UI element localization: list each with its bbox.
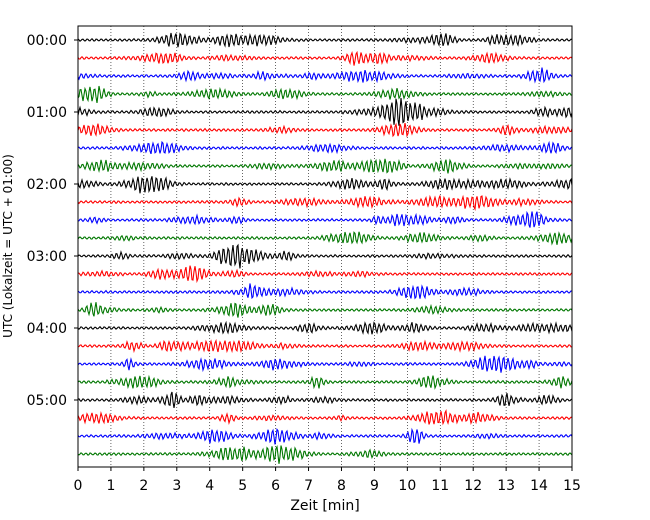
trace-0000 xyxy=(77,32,573,48)
x-tick-label: 13 xyxy=(497,478,515,494)
x-tick-label: 4 xyxy=(205,478,214,494)
x-tick-label: 9 xyxy=(370,478,379,494)
x-tick-label: 0 xyxy=(74,478,83,494)
x-tick-label: 2 xyxy=(139,478,148,494)
x-tick-label: 1 xyxy=(106,478,115,494)
y-tick-label: 00:00 xyxy=(27,33,67,49)
trace-0200 xyxy=(77,176,573,194)
y-tick-label: 02:00 xyxy=(27,177,67,193)
y-axis: 00:00 01:00 02:00 03:00 04:00 05:00 xyxy=(27,33,78,409)
y-axis-label: UTC (Lokalzeit = UTC + 01:00) xyxy=(1,154,15,338)
trace-0400 xyxy=(77,320,573,336)
trace-0045 xyxy=(77,85,573,104)
x-axis: 0 1 2 3 4 5 6 7 8 9 10 11 12 13 14 15 xyxy=(74,467,581,494)
trace-0345 xyxy=(77,302,573,318)
trace-0230 xyxy=(77,210,573,228)
y-tick-label: 04:00 xyxy=(27,321,67,337)
trace-0015 xyxy=(77,50,573,66)
plot-frame xyxy=(77,25,573,468)
x-tick-label: 6 xyxy=(271,478,280,494)
trace-0145 xyxy=(77,158,573,174)
trace-0445 xyxy=(77,374,573,390)
trace-0500 xyxy=(77,391,573,409)
trace-0430 xyxy=(77,355,573,373)
trace-0245 xyxy=(77,231,573,246)
x-tick-label: 14 xyxy=(530,478,548,494)
trace-0100 xyxy=(77,97,573,126)
y-tick-label: 01:00 xyxy=(27,105,67,121)
y-tick-label: 03:00 xyxy=(27,249,67,265)
trace-0030 xyxy=(77,67,573,84)
trace-0515 xyxy=(77,408,573,426)
x-tick-label: 7 xyxy=(304,478,313,494)
trace-0130 xyxy=(77,140,573,155)
x-tick-label: 11 xyxy=(431,478,449,494)
trace-0415 xyxy=(77,338,573,354)
trace-0545 xyxy=(77,445,573,464)
x-tick-label: 10 xyxy=(398,478,416,494)
trace-0330 xyxy=(77,283,573,300)
trace-0115 xyxy=(77,122,573,138)
x-tick-label: 12 xyxy=(464,478,482,494)
trace-0315 xyxy=(77,265,573,284)
x-tick-label: 3 xyxy=(172,478,181,494)
trace-0215 xyxy=(77,194,573,212)
seismic-traces xyxy=(77,32,573,464)
x-tick-label: 8 xyxy=(337,478,346,494)
y-tick-label: 05:00 xyxy=(27,393,67,409)
x-axis-label: Zeit [min] xyxy=(290,498,359,514)
trace-0300 xyxy=(77,243,573,269)
x-tick-label: 15 xyxy=(563,478,581,494)
trace-0530 xyxy=(77,427,573,445)
x-tick-label: 5 xyxy=(238,478,247,494)
